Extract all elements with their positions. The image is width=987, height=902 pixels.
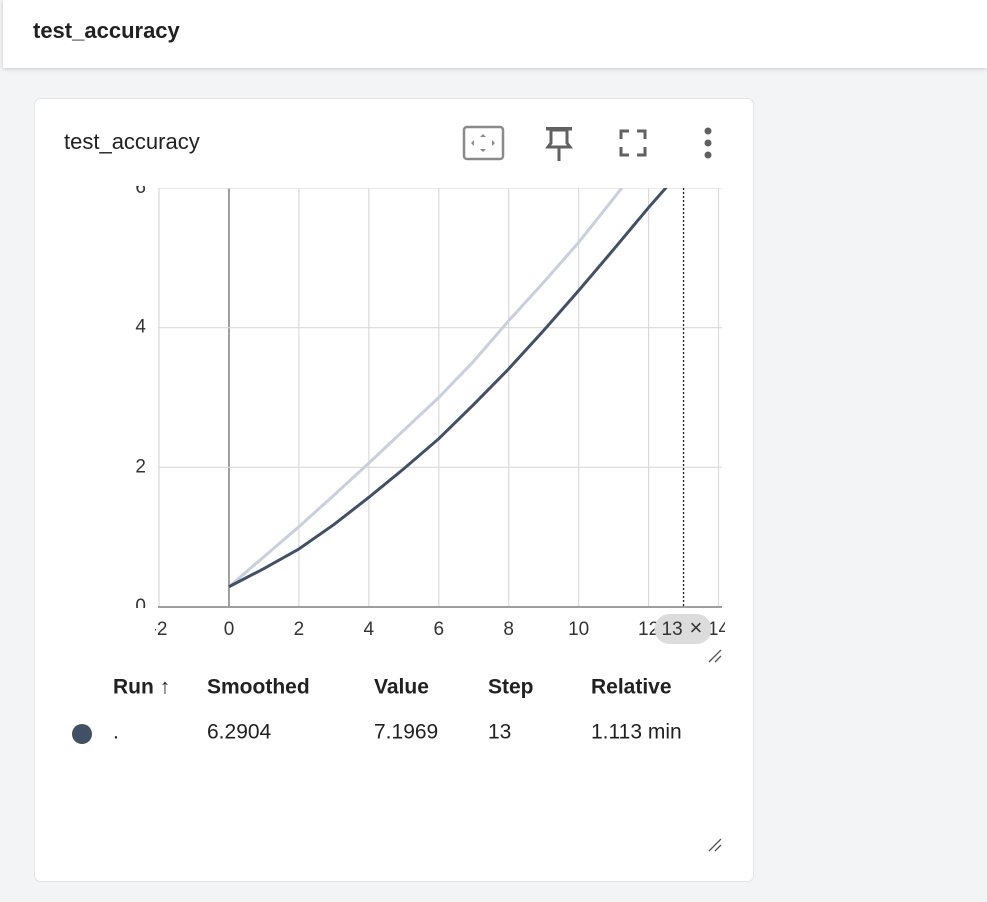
series-line xyxy=(228,188,668,589)
x-tick-label: 4 xyxy=(364,619,375,640)
more-button[interactable] xyxy=(704,127,712,159)
y-tick-label: 2 xyxy=(135,456,146,477)
header-title: test_accuracy xyxy=(33,18,181,43)
table-cell: 6.2904 xyxy=(207,721,272,744)
step-chip-label: 13 xyxy=(662,619,683,640)
x-tick-label: 0 xyxy=(224,619,235,640)
card-title: test_accuracy xyxy=(64,129,200,154)
resize-handle[interactable] xyxy=(708,649,722,663)
y-tick-labels: 0 2 4 6 xyxy=(135,177,146,617)
x-tick-label: 10 xyxy=(568,619,589,640)
card xyxy=(34,98,754,882)
column-header: Run ↑ xyxy=(113,676,170,699)
x-tick-label: 14 xyxy=(708,619,730,640)
y-tick-label: 6 xyxy=(135,177,146,198)
x-tick-label: 6 xyxy=(433,619,444,640)
x-tick-label: 12 xyxy=(638,619,659,640)
lines xyxy=(228,188,668,589)
resize-handle[interactable] xyxy=(708,838,722,852)
x-tick-label: 8 xyxy=(503,619,514,640)
fit-domain-button[interactable] xyxy=(462,125,505,161)
data-table: Run ↑ Smoothed Value Step Relative. 6.2904 7.1… xyxy=(72,676,682,744)
x-tick-labels: -2 0 2 4 6 8 10 12 14 xyxy=(151,619,730,640)
pin-button[interactable] xyxy=(545,127,573,161)
table-cell: 1.113 min xyxy=(591,721,682,744)
fullscreen-button[interactable] xyxy=(619,129,647,157)
column-header: Step xyxy=(488,676,534,699)
column-header: Relative xyxy=(591,676,672,699)
table-cell: . xyxy=(113,721,119,744)
x-tick-label: 2 xyxy=(294,619,305,640)
series-line xyxy=(228,188,624,588)
table-cell: 13 xyxy=(488,721,511,744)
y-tick-label: 0 xyxy=(135,596,146,617)
run-color-dot xyxy=(72,724,92,744)
column-header: Smoothed xyxy=(207,676,310,699)
y-tick-label: 4 xyxy=(135,317,146,338)
x-tick-label: -2 xyxy=(151,619,168,640)
table-cell: 7.1969 xyxy=(374,721,438,744)
top-bar xyxy=(3,0,987,68)
step-chip xyxy=(654,614,712,644)
step-chip-close[interactable]: × xyxy=(690,615,703,640)
grid xyxy=(158,188,722,607)
column-header: Value xyxy=(374,676,429,699)
